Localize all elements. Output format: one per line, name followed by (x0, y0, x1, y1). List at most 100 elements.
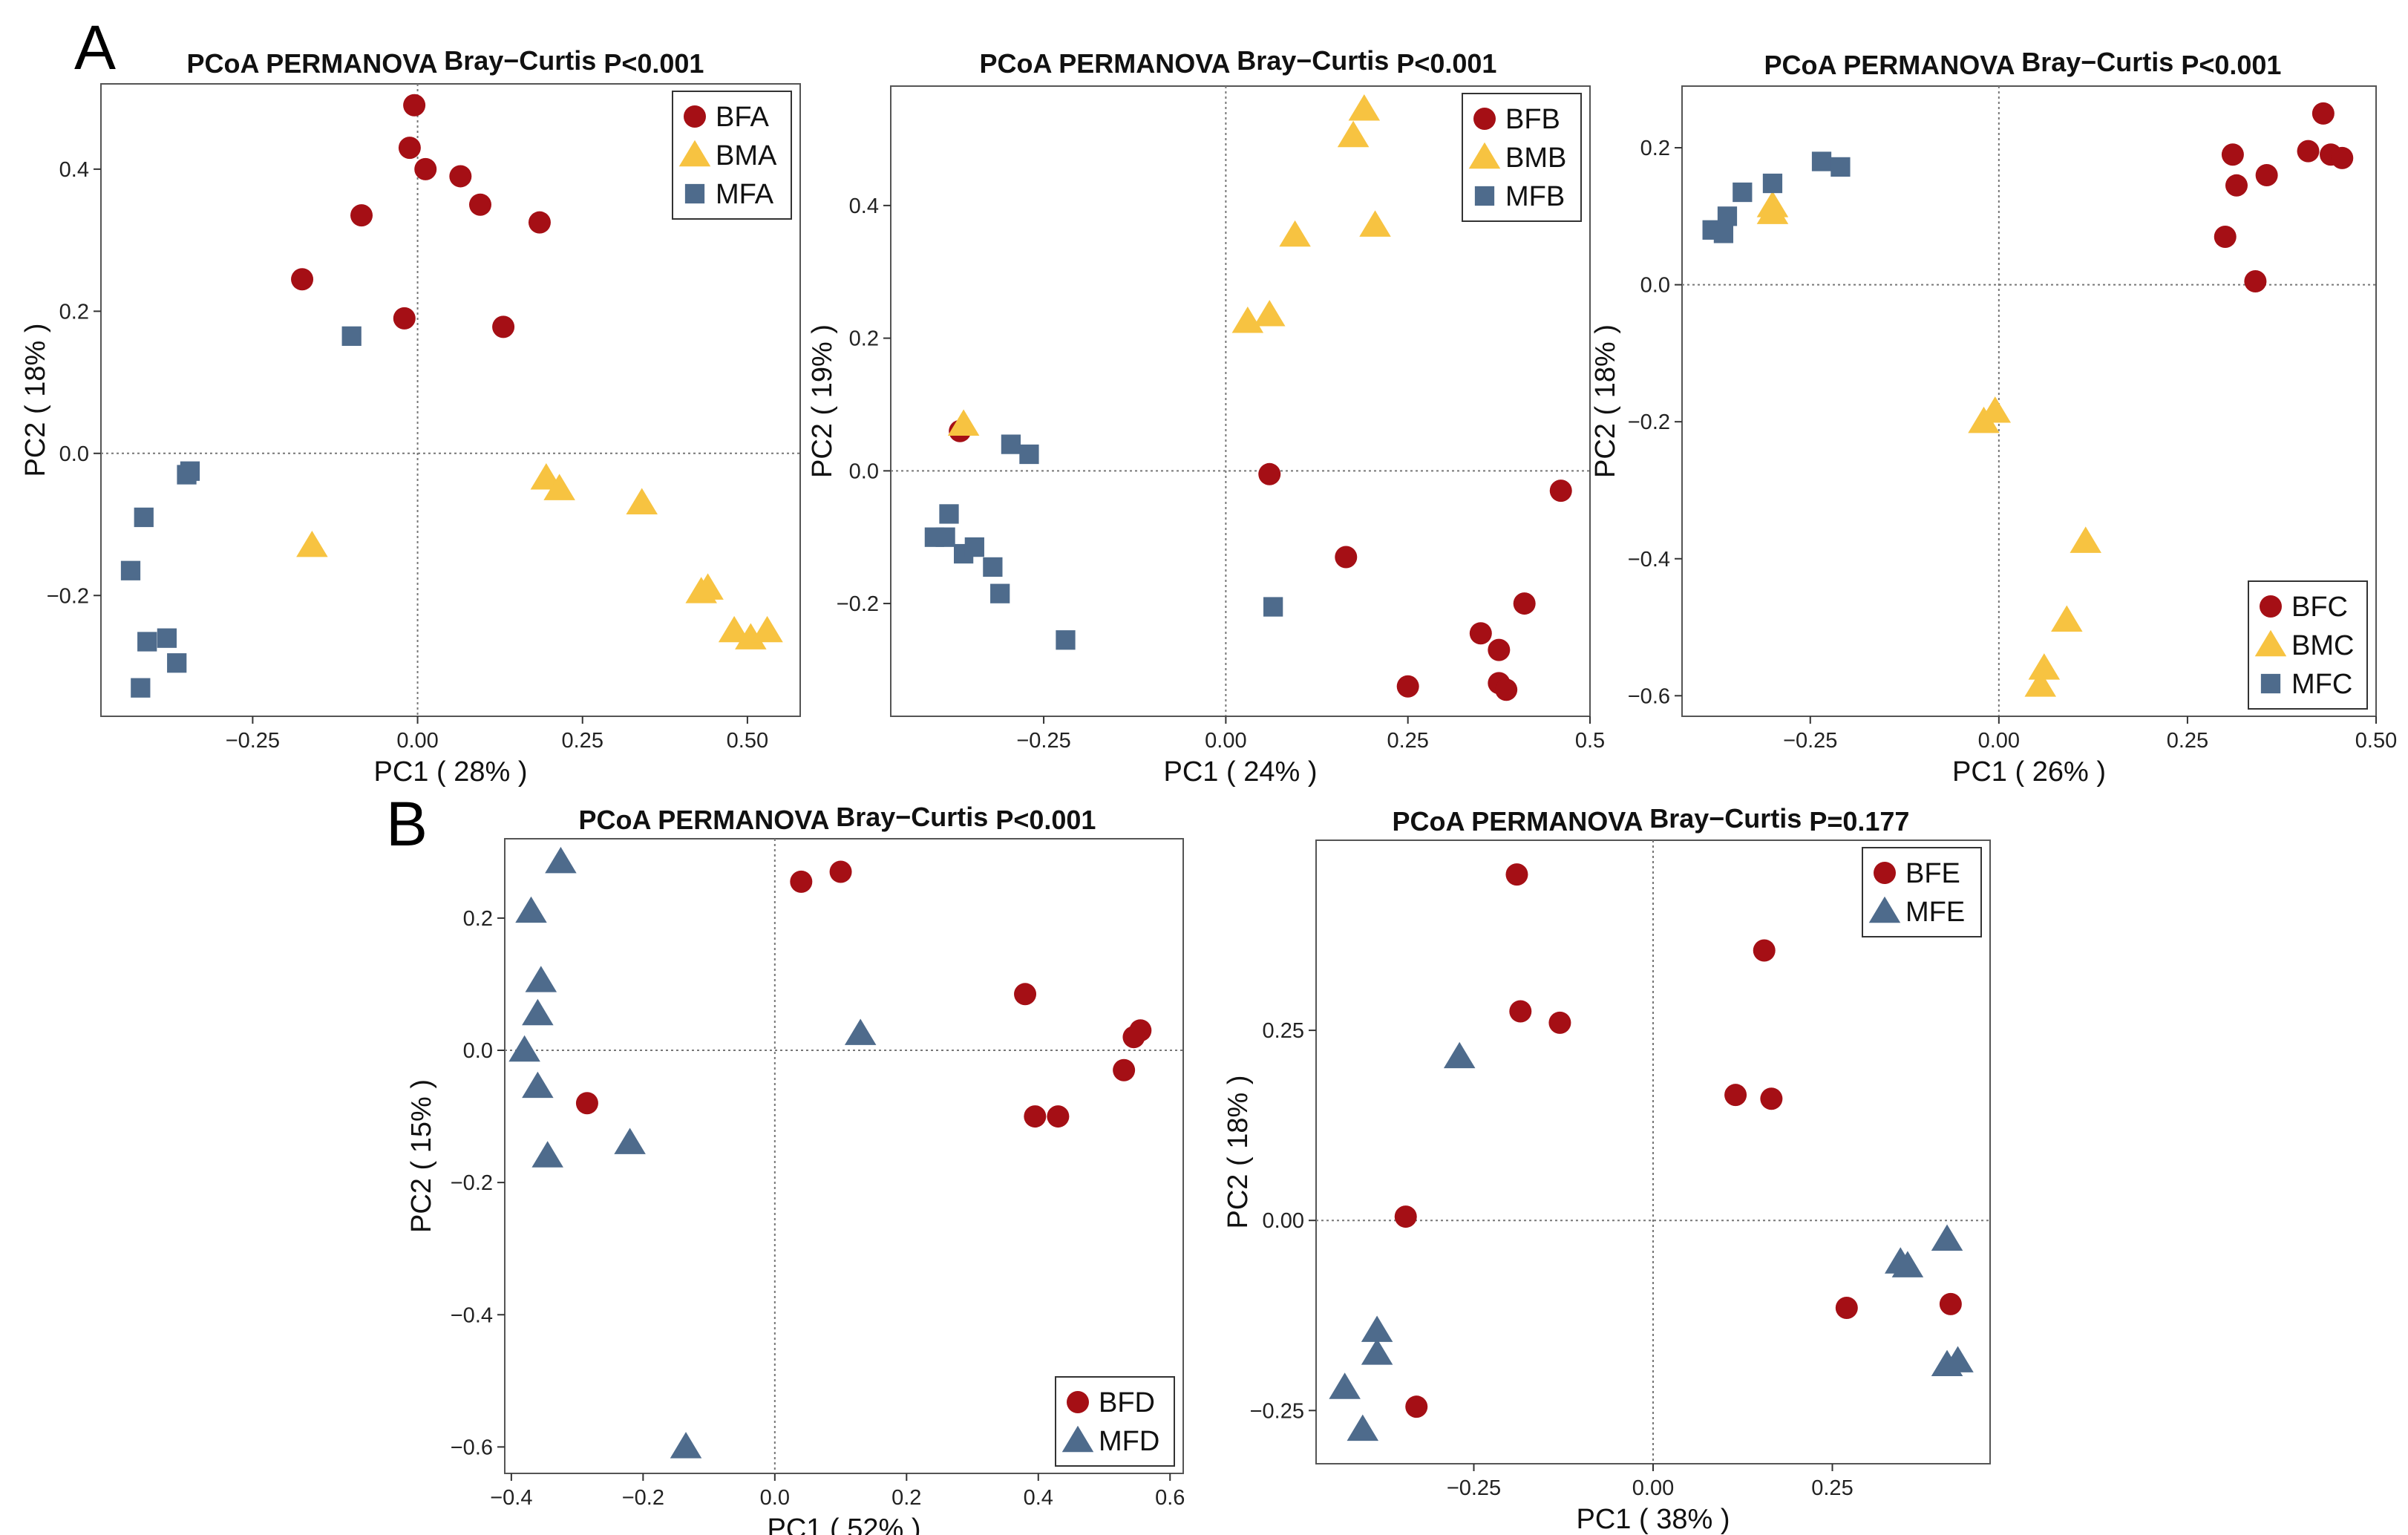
point-mfa (167, 653, 187, 673)
plot-title-part: P<0.001 (1389, 48, 1496, 79)
plot-title-part: PCoA PERMANOVA (980, 48, 1237, 79)
point-bma (626, 488, 658, 514)
point-bfd (829, 860, 852, 883)
scatter-panel-1: PCoA PERMANOVA Bray−Curtis P<0.001 −0.25 0… (20, 45, 801, 788)
legend-key-bfa (684, 105, 706, 128)
scatter-panel-2: PCoA PERMANOVA Bray−Curtis P<0.001 −0.25 0… (807, 45, 1605, 788)
point-mfa (137, 632, 157, 652)
y-tick-label: −0.6 (451, 1436, 493, 1459)
legend-key-bmb (1468, 142, 1501, 169)
legend-label-bfc: BFC (2291, 592, 2348, 623)
point-bfb (1469, 622, 1492, 645)
point-mfb (1263, 597, 1283, 617)
legend-key-bfd (1067, 1391, 1089, 1413)
point-mfe (1347, 1414, 1379, 1441)
x-tick-label: 0.0 (760, 1486, 790, 1510)
point-bfa (449, 165, 472, 188)
point-mfc (1830, 157, 1851, 177)
y-tick-label: −0.2 (837, 592, 879, 616)
point-bmc (2028, 653, 2061, 680)
x-tick-label: 0.00 (1978, 729, 2020, 753)
plot-title-part: P<0.001 (596, 48, 704, 79)
point-bfc (2244, 270, 2267, 293)
point-bfd (790, 870, 813, 893)
y-tick-label: 0.0 (463, 1039, 493, 1063)
point-mfe (1361, 1315, 1393, 1342)
x-tick-label: 0.50 (727, 729, 768, 753)
point-mfa (134, 507, 154, 528)
point-bfa (528, 211, 551, 234)
point-bfd (575, 1092, 598, 1115)
legend-key-mfd (1061, 1425, 1094, 1453)
point-bfa (492, 315, 515, 338)
plot-title-part: Bray−Curtis (444, 45, 596, 76)
legend-label-bfe: BFE (1905, 858, 1960, 889)
y-axis-label: PC2 ( 15% ) (406, 1079, 437, 1233)
y-tick-label: −0.2 (451, 1171, 493, 1195)
point-bfb (1335, 546, 1358, 569)
legend-label-mfc: MFC (2291, 669, 2352, 700)
point-bfc (2312, 102, 2335, 125)
x-tick-label: 0.25 (2167, 729, 2208, 753)
y-tick-label: 0.0 (849, 459, 879, 483)
point-bfb (1396, 675, 1419, 698)
y-tick-label: 0.2 (849, 327, 879, 351)
point-bma (543, 474, 575, 500)
legend-label-bfa: BFA (716, 102, 769, 133)
x-tick-label: −0.25 (1783, 729, 1837, 753)
point-bma (751, 615, 783, 643)
plot-title: PCoA PERMANOVA Bray−Curtis P<0.001 (1764, 47, 2282, 80)
x-tick-label: −0.2 (622, 1486, 664, 1510)
x-tick-label: 0.25 (1387, 729, 1428, 753)
y-tick-label: 0.0 (1640, 274, 1670, 298)
point-mfd (522, 998, 554, 1026)
plot-title: PCoA PERMANOVA Bray−Curtis P<0.001 (579, 802, 1096, 835)
plot-title-part: Bray−Curtis (1649, 803, 1802, 834)
plot-title: PCoA PERMANOVA Bray−Curtis P=0.177 (1393, 803, 1910, 837)
plot-title: PCoA PERMANOVA Bray−Curtis P<0.001 (980, 45, 1497, 79)
point-mfa (177, 465, 197, 485)
y-tick-label: −0.2 (47, 584, 89, 608)
point-bfb (1549, 480, 1572, 503)
point-mfe (1329, 1372, 1361, 1399)
point-mfb (983, 557, 1003, 577)
point-mfb (935, 527, 955, 547)
x-tick-label: 0.00 (396, 729, 438, 753)
plot-title-part: PCoA PERMANOVA (1393, 806, 1650, 837)
point-bfd (1024, 1105, 1047, 1128)
plot-title-part: Bray−Curtis (836, 802, 988, 832)
plot-title-part: PCoA PERMANOVA (579, 805, 837, 835)
point-bfe (1835, 1297, 1858, 1319)
point-mfd (670, 1432, 702, 1459)
point-mfa (157, 628, 177, 648)
legend-label-bmc: BMC (2291, 630, 2354, 661)
point-bfc (2331, 146, 2354, 169)
y-axis-label: PC2 ( 18% ) (1590, 324, 1621, 478)
y-tick-label: 0.0 (59, 442, 89, 466)
y-axis-label: PC2 ( 18% ) (20, 324, 51, 477)
point-mfc (1713, 223, 1734, 243)
point-mfd (515, 896, 547, 923)
y-tick-label: −0.2 (1628, 410, 1670, 434)
point-bfa (398, 137, 421, 160)
point-bfe (1724, 1084, 1747, 1107)
point-bfa (403, 94, 426, 117)
point-mfa (131, 678, 151, 698)
point-mfb (1001, 434, 1021, 454)
point-bfc (2221, 143, 2244, 166)
point-mfd (531, 1141, 563, 1168)
legend-label-bfb: BFB (1505, 104, 1560, 135)
point-bfe (1760, 1087, 1783, 1110)
point-mfc (1733, 182, 1753, 203)
x-axis-label: PC1 ( 28% ) (374, 756, 528, 788)
legend-key-bfb (1473, 108, 1496, 130)
point-bfe (1753, 939, 1776, 962)
x-tick-label: 0.00 (1205, 729, 1246, 753)
point-mfb (939, 504, 959, 524)
legend-key-mfc (2260, 673, 2281, 694)
legend-label-bmb: BMB (1505, 143, 1566, 174)
point-bfd (1014, 983, 1037, 1006)
plot-title-part: P<0.001 (988, 805, 1096, 835)
x-tick-label: 0.00 (1632, 1476, 1674, 1500)
